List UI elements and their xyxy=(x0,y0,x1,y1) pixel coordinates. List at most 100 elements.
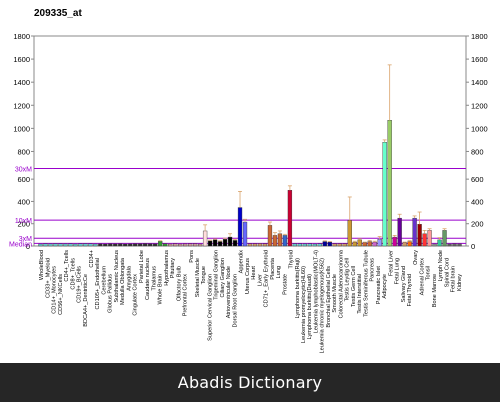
x-tick-label: Spinal Cord xyxy=(444,258,450,287)
y-tick-label-right: 200 xyxy=(471,220,484,229)
bar xyxy=(372,241,377,247)
x-tick-label: Atrioventricular Node xyxy=(226,266,232,318)
bar xyxy=(202,230,208,247)
bar xyxy=(267,225,273,247)
bar xyxy=(337,243,342,247)
y-tick-label-right: 1400 xyxy=(471,78,488,87)
bar xyxy=(442,230,447,247)
bar xyxy=(342,243,347,247)
bar xyxy=(392,236,397,247)
y-tick-label-left: 0 xyxy=(26,242,30,251)
y-tick-label-right: 1000 xyxy=(471,124,488,133)
x-tick-label: Bone Marrow xyxy=(432,273,438,307)
x-tick-label: CD34+ xyxy=(89,250,95,268)
bar xyxy=(138,243,143,247)
x-tick-label: Testis Interstitial xyxy=(357,274,363,314)
bar xyxy=(212,239,218,247)
x-tick-label: Dorsal Root Ganglion xyxy=(232,274,238,327)
x-tick-label: Hypothalamus xyxy=(164,250,170,286)
bar xyxy=(382,142,387,247)
x-tick-label: Whole Brain xyxy=(158,274,164,304)
y-tick-label-left: 1800 xyxy=(13,32,30,41)
x-tick-label: Fetal Thyroid xyxy=(407,274,413,307)
bar xyxy=(232,240,238,247)
bar xyxy=(397,217,402,247)
x-tick-label: Testis Germ Cell xyxy=(351,266,357,307)
x-tick-label: Testis Seminiferous Tubule xyxy=(363,250,369,317)
bar xyxy=(292,243,298,247)
reference-line-label: 3xM xyxy=(19,236,32,243)
x-tick-label: CD8+_Tcells xyxy=(70,258,76,290)
y-tick-label-left: 400 xyxy=(17,197,30,206)
bar xyxy=(58,243,63,247)
x-tick-label: Heart xyxy=(251,266,257,280)
x-tick-label: Olfactory Bulb xyxy=(176,266,182,301)
x-tick-label: Skeletal Muscle xyxy=(195,258,201,297)
bar xyxy=(192,243,198,247)
bar xyxy=(123,243,128,247)
x-tick-label: CD71+_Early Erythroid xyxy=(264,250,270,307)
x-tick-label: Bronchial Epithelial Cells xyxy=(326,266,332,328)
x-tick-label: Caudate nucleus xyxy=(145,258,151,300)
x-tick-label: Cingulate Cortex xyxy=(133,274,139,316)
x-tick-label: WholeBlood xyxy=(39,250,45,280)
x-tick-label: Testis Leydig Cell xyxy=(345,258,351,302)
x-tick-label: Trigeminal Ganglion xyxy=(214,250,220,300)
x-tick-label: Lymphoma burkitts(Daudi) xyxy=(307,274,313,340)
x-tick-label: Liver xyxy=(257,274,263,286)
bar xyxy=(407,241,412,247)
bar xyxy=(53,243,58,247)
bar xyxy=(88,243,93,247)
bar xyxy=(207,240,213,247)
bar xyxy=(417,224,422,247)
y-tick-label-left: 200 xyxy=(17,220,30,229)
x-tick-label: Salivary Gland xyxy=(401,266,407,302)
bar xyxy=(93,243,98,247)
bar xyxy=(227,236,233,247)
x-tick-label: Prefrontal Cortex xyxy=(183,274,189,316)
x-tick-label: Thalamus xyxy=(151,266,157,291)
bar xyxy=(282,235,288,247)
bar xyxy=(168,243,173,247)
x-tick-label: CD4+_Tcells xyxy=(64,250,70,282)
x-tick-label: Superior Cervical Ganglion xyxy=(207,274,213,341)
x-tick-label: Subthalamic Nucleus xyxy=(114,250,120,303)
bar xyxy=(108,243,113,247)
x-tick-label: Thyroid xyxy=(289,250,295,269)
bar xyxy=(73,243,78,247)
x-tick-label: Fetal Lung xyxy=(395,258,401,284)
bar xyxy=(68,243,73,247)
bar xyxy=(427,230,432,247)
x-tick-label: Tongue xyxy=(201,266,207,284)
bar xyxy=(143,243,148,247)
bar xyxy=(187,243,193,247)
bar xyxy=(287,190,293,247)
bar xyxy=(387,120,392,247)
x-tick-label: Leukemia promyelocytic(HL60) xyxy=(301,266,307,343)
expression-chart: 209335_at 0 0 200 200 400 400 600 600 800 800 1000… xyxy=(9,8,488,353)
bar xyxy=(357,239,362,247)
x-tick-label: CD105+_Endothelial xyxy=(95,258,101,309)
x-tick-label: Adrenal Cortex xyxy=(419,258,425,296)
x-tick-label: Parietal Lobe xyxy=(139,250,145,283)
x-tick-label: Pons xyxy=(189,250,195,263)
bar xyxy=(133,243,138,247)
bar xyxy=(63,243,68,247)
x-tick-label: Lymphoma burkitts(Raji) xyxy=(295,258,301,319)
x-tick-label: Placenta xyxy=(270,257,276,280)
bar xyxy=(422,233,427,247)
x-tick-label: Smooth Muscle xyxy=(332,274,338,313)
bar xyxy=(48,243,53,247)
bar xyxy=(377,239,382,247)
x-tick-label: Pancreas xyxy=(370,258,376,282)
x-tick-label: Amygdala xyxy=(126,265,132,291)
y-tick-label-right: 600 xyxy=(471,175,484,184)
y-tick-label-left: 600 xyxy=(17,175,30,184)
y-tick-label-left: 1000 xyxy=(13,124,30,133)
bar xyxy=(148,243,153,247)
y-tick-label-right: 1800 xyxy=(471,32,488,41)
bar xyxy=(352,241,357,247)
bar xyxy=(317,243,322,247)
bar xyxy=(432,243,437,247)
